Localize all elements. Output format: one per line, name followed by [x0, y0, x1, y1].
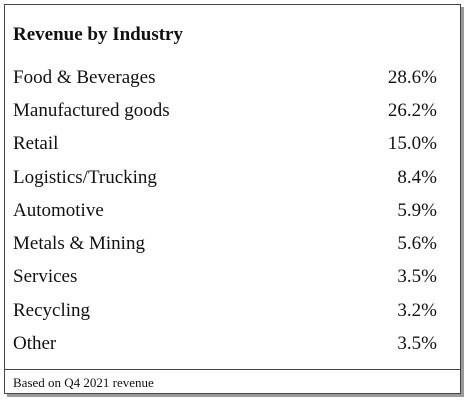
- table-row: Metals & Mining 5.6%: [13, 231, 437, 257]
- table-row: Recycling 3.2%: [13, 298, 437, 324]
- industry-label: Automotive: [13, 200, 104, 221]
- table-row: Automotive 5.9%: [13, 198, 437, 224]
- industry-label: Manufactured goods: [13, 100, 170, 121]
- revenue-share: 3.2%: [397, 300, 437, 321]
- industry-label: Other: [13, 333, 57, 354]
- revenue-share: 3.5%: [397, 333, 437, 354]
- revenue-share: 15.0%: [387, 133, 437, 154]
- table-row: Services 3.5%: [13, 264, 437, 290]
- industry-label: Logistics/Trucking: [13, 167, 157, 188]
- table-row: Other 3.5%: [13, 331, 437, 357]
- industry-label: Metals & Mining: [13, 233, 145, 254]
- revenue-share: 5.9%: [397, 200, 437, 221]
- footnote-divider: [5, 369, 460, 370]
- revenue-share: 8.4%: [397, 167, 437, 188]
- table-row: Retail 15.0%: [13, 131, 437, 157]
- revenue-share: 5.6%: [397, 233, 437, 254]
- table-row: Manufactured goods 26.2%: [13, 98, 437, 124]
- table-footnote: Based on Q4 2021 revenue: [13, 375, 154, 390]
- table-row: Logistics/Trucking 8.4%: [13, 165, 437, 191]
- table-row: Food & Beverages 28.6%: [13, 65, 437, 91]
- revenue-share: 3.5%: [397, 266, 437, 287]
- industry-label: Retail: [13, 133, 59, 154]
- revenue-share: 28.6%: [387, 67, 437, 88]
- revenue-share: 26.2%: [387, 100, 437, 121]
- industry-label: Food & Beverages: [13, 67, 156, 88]
- industry-label: Services: [13, 266, 78, 287]
- table-title: Revenue by Industry: [13, 24, 183, 45]
- revenue-table: Revenue by Industry Food & Beverages 28.…: [4, 4, 461, 394]
- industry-label: Recycling: [13, 300, 91, 321]
